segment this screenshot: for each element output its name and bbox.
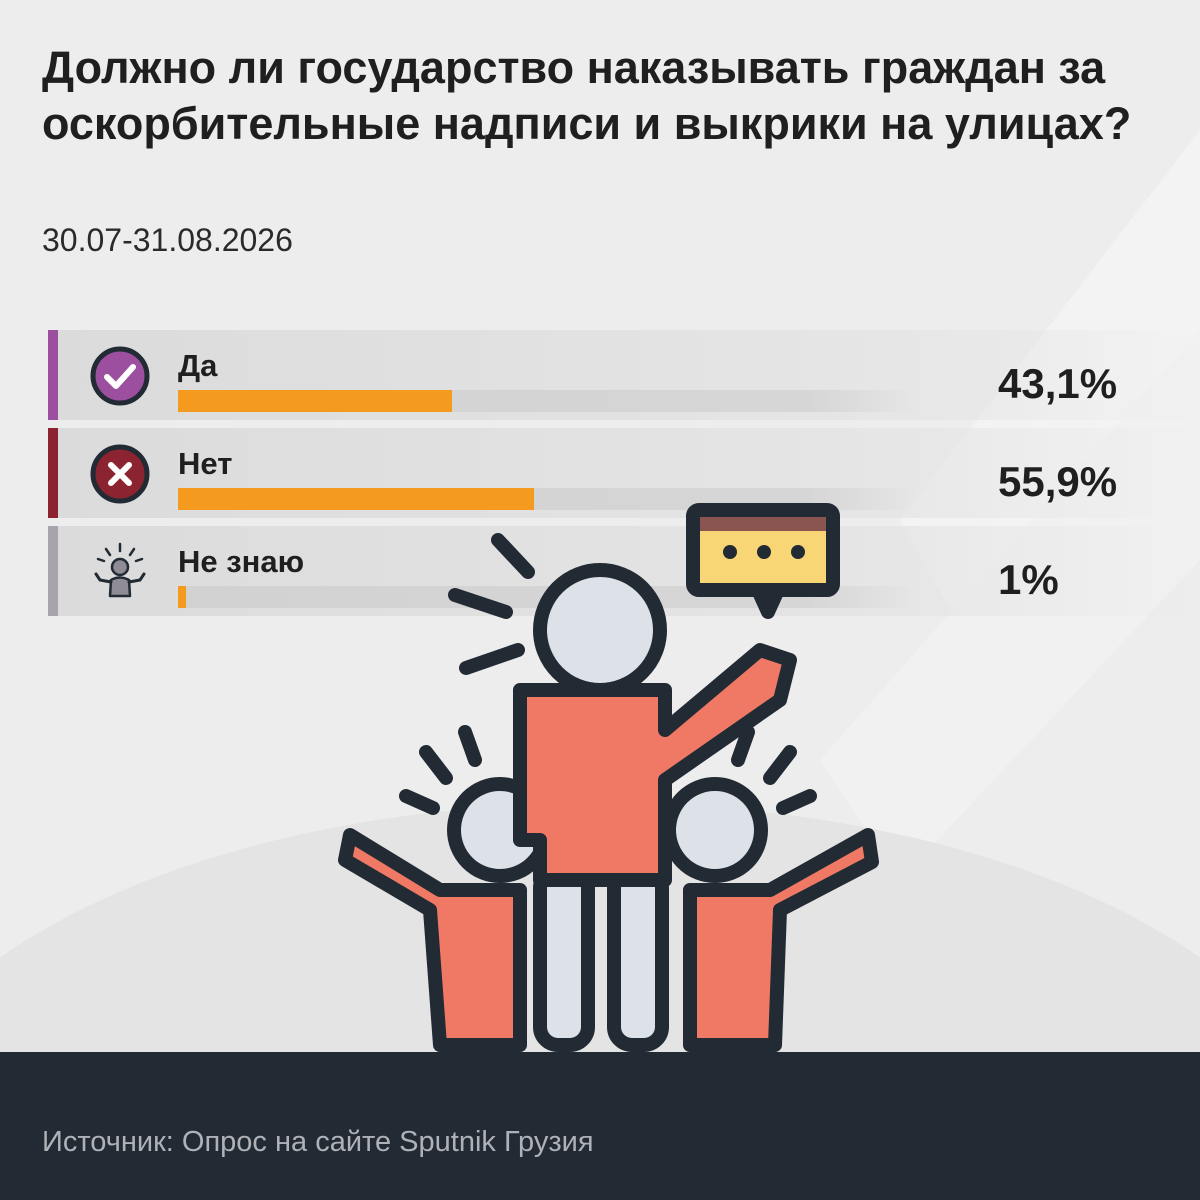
- value-label: 55,9%: [998, 458, 1118, 505]
- bar-fill: [178, 488, 534, 510]
- value-label: 43,1%: [998, 360, 1118, 407]
- bar-fill: [178, 390, 452, 412]
- footer: Источник: Опрос на сайте Sputnik Грузия: [0, 1052, 1200, 1200]
- answer-label: Нет: [178, 446, 233, 481]
- shrug-person-icon: [94, 542, 146, 598]
- page-title: Должно ли государство наказывать граждан…: [42, 42, 1132, 149]
- answer-label: Да: [178, 348, 218, 383]
- bar-fill: [178, 586, 186, 608]
- row-accent-stripe: [48, 526, 58, 616]
- result-row: Да 43,1%: [48, 330, 1200, 420]
- cross-circle-icon: [90, 444, 150, 504]
- result-row: Нет 55,9%: [48, 428, 1200, 518]
- bar-track: [178, 586, 918, 608]
- row-accent-stripe: [48, 330, 58, 420]
- answer-label: Не знаю: [178, 544, 305, 579]
- source-note: Источник: Опрос на сайте Sputnik Грузия: [42, 1126, 594, 1158]
- value-label: 1%: [998, 556, 1059, 603]
- bar-track: [178, 390, 918, 412]
- check-circle-icon: [90, 346, 150, 406]
- row-accent-stripe: [48, 428, 58, 518]
- bar-track: [178, 488, 918, 510]
- survey-period: 30.07-31.08.2026: [42, 222, 293, 258]
- result-row: Не знаю 1%: [48, 526, 1200, 616]
